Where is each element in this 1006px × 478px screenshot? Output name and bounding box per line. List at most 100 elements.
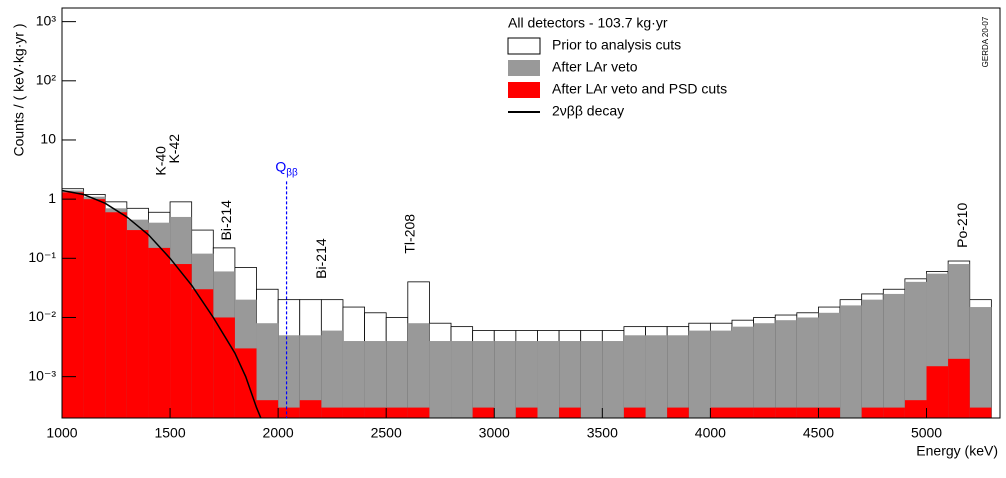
legend-swatch [508,60,540,76]
histogram-bar [515,341,538,418]
q-sub: ββ [286,167,298,178]
legend-title: All detectors - 103.7 kg·yr [508,15,668,31]
plot-area [62,188,992,418]
y-tick-label: 10² [36,72,57,88]
histogram-bar [321,330,343,418]
x-tick-label: 3000 [479,425,510,441]
legend-label: After LAr veto and PSD cuts [552,81,727,97]
peak-label: Bi-214 [313,238,329,279]
histogram-bar [256,323,279,418]
histogram-bar [861,407,884,418]
legend-label: Prior to analysis cuts [552,37,681,53]
x-tick-label: 4500 [803,425,834,441]
histogram-bar [559,407,581,418]
histogram-bar [278,407,300,418]
histogram-bar [667,335,689,418]
histogram-bar [710,330,732,418]
y-tick-label: 10⁻² [28,308,56,324]
histogram-bar [710,407,732,418]
histogram-bar [796,317,819,418]
histogram-bar [126,230,149,418]
histogram-bar [948,358,970,418]
histogram-bar [753,407,776,418]
histogram-bar [342,407,365,418]
histogram-bar [645,335,668,418]
x-axis-title: Energy (keV) [916,443,998,459]
histogram-bar [623,407,646,418]
histogram-bar [407,407,430,418]
histogram-bar [753,323,776,418]
histogram-bar [494,341,516,418]
histogram-bar [861,299,884,418]
q-label: Qββ [275,158,298,178]
histogram-bar [688,330,711,418]
histogram-bar [602,341,624,418]
y-tick-label: 1 [48,190,56,206]
histogram-bar [796,407,819,418]
y-axis-title: Counts / ( keV·kg·yr ) [11,23,27,156]
histogram-bar [321,407,343,418]
histogram-bar [969,307,992,418]
legend-label: After LAr veto [552,59,638,75]
histogram-bar [775,320,797,418]
watermark: GERDA 20-07 [981,16,990,67]
y-tick-label: 10³ [36,12,57,28]
histogram-bar [62,192,84,418]
histogram-bar [105,212,127,418]
histogram-bar [580,341,603,418]
legend-label: 2νββ decay [552,103,624,119]
histogram-bar [429,341,452,418]
plot-frame [61,7,1001,419]
histogram-bar [256,400,279,418]
y-tick-label: 10 [40,131,56,147]
legend-swatch [508,82,540,98]
histogram-bar [904,281,927,418]
histogram-bar [213,317,235,418]
histogram-bar [342,341,365,418]
histogram-bar [775,407,797,418]
histogram-bar [407,323,430,418]
histogram-bar [623,335,646,418]
histogram-bar [299,400,322,418]
x-tick-label: 5000 [911,425,942,441]
histogram-bar [472,341,495,418]
histogram-bar [667,407,689,418]
peak-label: Po-210 [954,203,970,248]
histogram-bar [732,326,754,418]
histogram-bar [191,289,214,418]
curve [62,189,262,418]
x-tick-label: 2500 [371,425,402,441]
histogram-bar [451,341,473,418]
x-tick-label: 3500 [587,425,618,441]
histogram-bar [515,407,538,418]
histogram-bar [83,199,106,418]
peak-label: K-42 [166,134,182,164]
histogram-bar [299,335,322,418]
histogram-bar [840,305,862,418]
histogram-bar [537,341,560,418]
histogram-bar [364,341,387,418]
histogram-bar [904,400,927,418]
x-tick-label: 1000 [46,425,77,441]
q-main: Q [275,158,286,174]
histogram-bar [148,247,171,418]
legend-swatch [507,37,541,55]
peak-label: Tl-208 [402,214,418,254]
histogram-bar [883,293,905,418]
y-tick-label: 10⁻¹ [28,249,56,265]
histogram-bar [386,341,408,418]
histogram-bar [969,407,992,418]
histogram-bar [559,341,581,418]
histogram-bar [818,312,841,418]
histogram-bar [386,407,408,418]
x-tick-label: 2000 [263,425,294,441]
histogram-bar [818,407,841,418]
histogram-bar [472,407,495,418]
histogram-bar [732,407,754,418]
histogram-bar [926,366,949,418]
histogram-bar [883,407,905,418]
y-tick-label: 10⁻³ [28,367,56,383]
histogram-bar [170,264,192,418]
x-tick-label: 1500 [154,425,185,441]
